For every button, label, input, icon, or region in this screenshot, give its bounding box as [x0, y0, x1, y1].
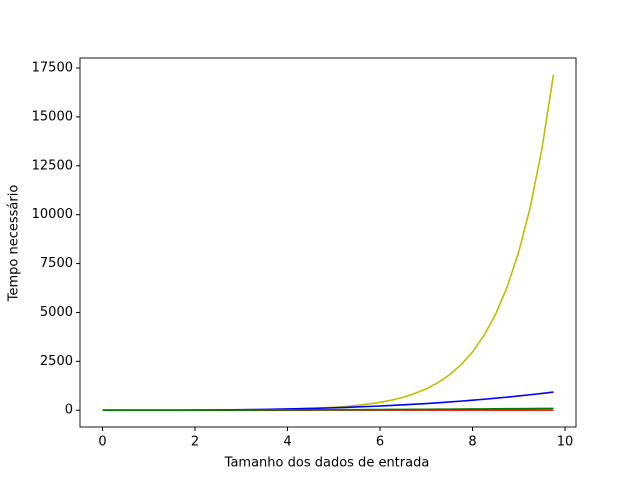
x-tick-label: 8: [468, 435, 476, 450]
series-line: [102, 407, 554, 412]
series-line: [102, 391, 554, 412]
y-tick-label: 0: [65, 403, 73, 418]
y-tick-label: 12500: [32, 158, 73, 173]
series-line: [102, 74, 555, 412]
y-tick-label: 7500: [40, 256, 73, 271]
y-axis-label: Tempo necessário: [7, 185, 22, 303]
x-tick-label: 10: [557, 435, 574, 450]
y-tick-label: 17500: [32, 61, 73, 76]
x-tick-label: 0: [98, 435, 106, 450]
y-tick-label: 10000: [32, 207, 73, 222]
x-axis-label: Tamanho dos dados de entrada: [224, 456, 430, 471]
y-tick-label: 2500: [40, 354, 73, 369]
y-tick-label: 5000: [40, 305, 73, 320]
x-tick-label: 4: [283, 435, 291, 450]
plot-frame: [79, 57, 577, 428]
x-tick-label: 6: [376, 435, 384, 450]
x-tick-label: 2: [191, 435, 199, 450]
y-tick-label: 15000: [32, 109, 73, 124]
